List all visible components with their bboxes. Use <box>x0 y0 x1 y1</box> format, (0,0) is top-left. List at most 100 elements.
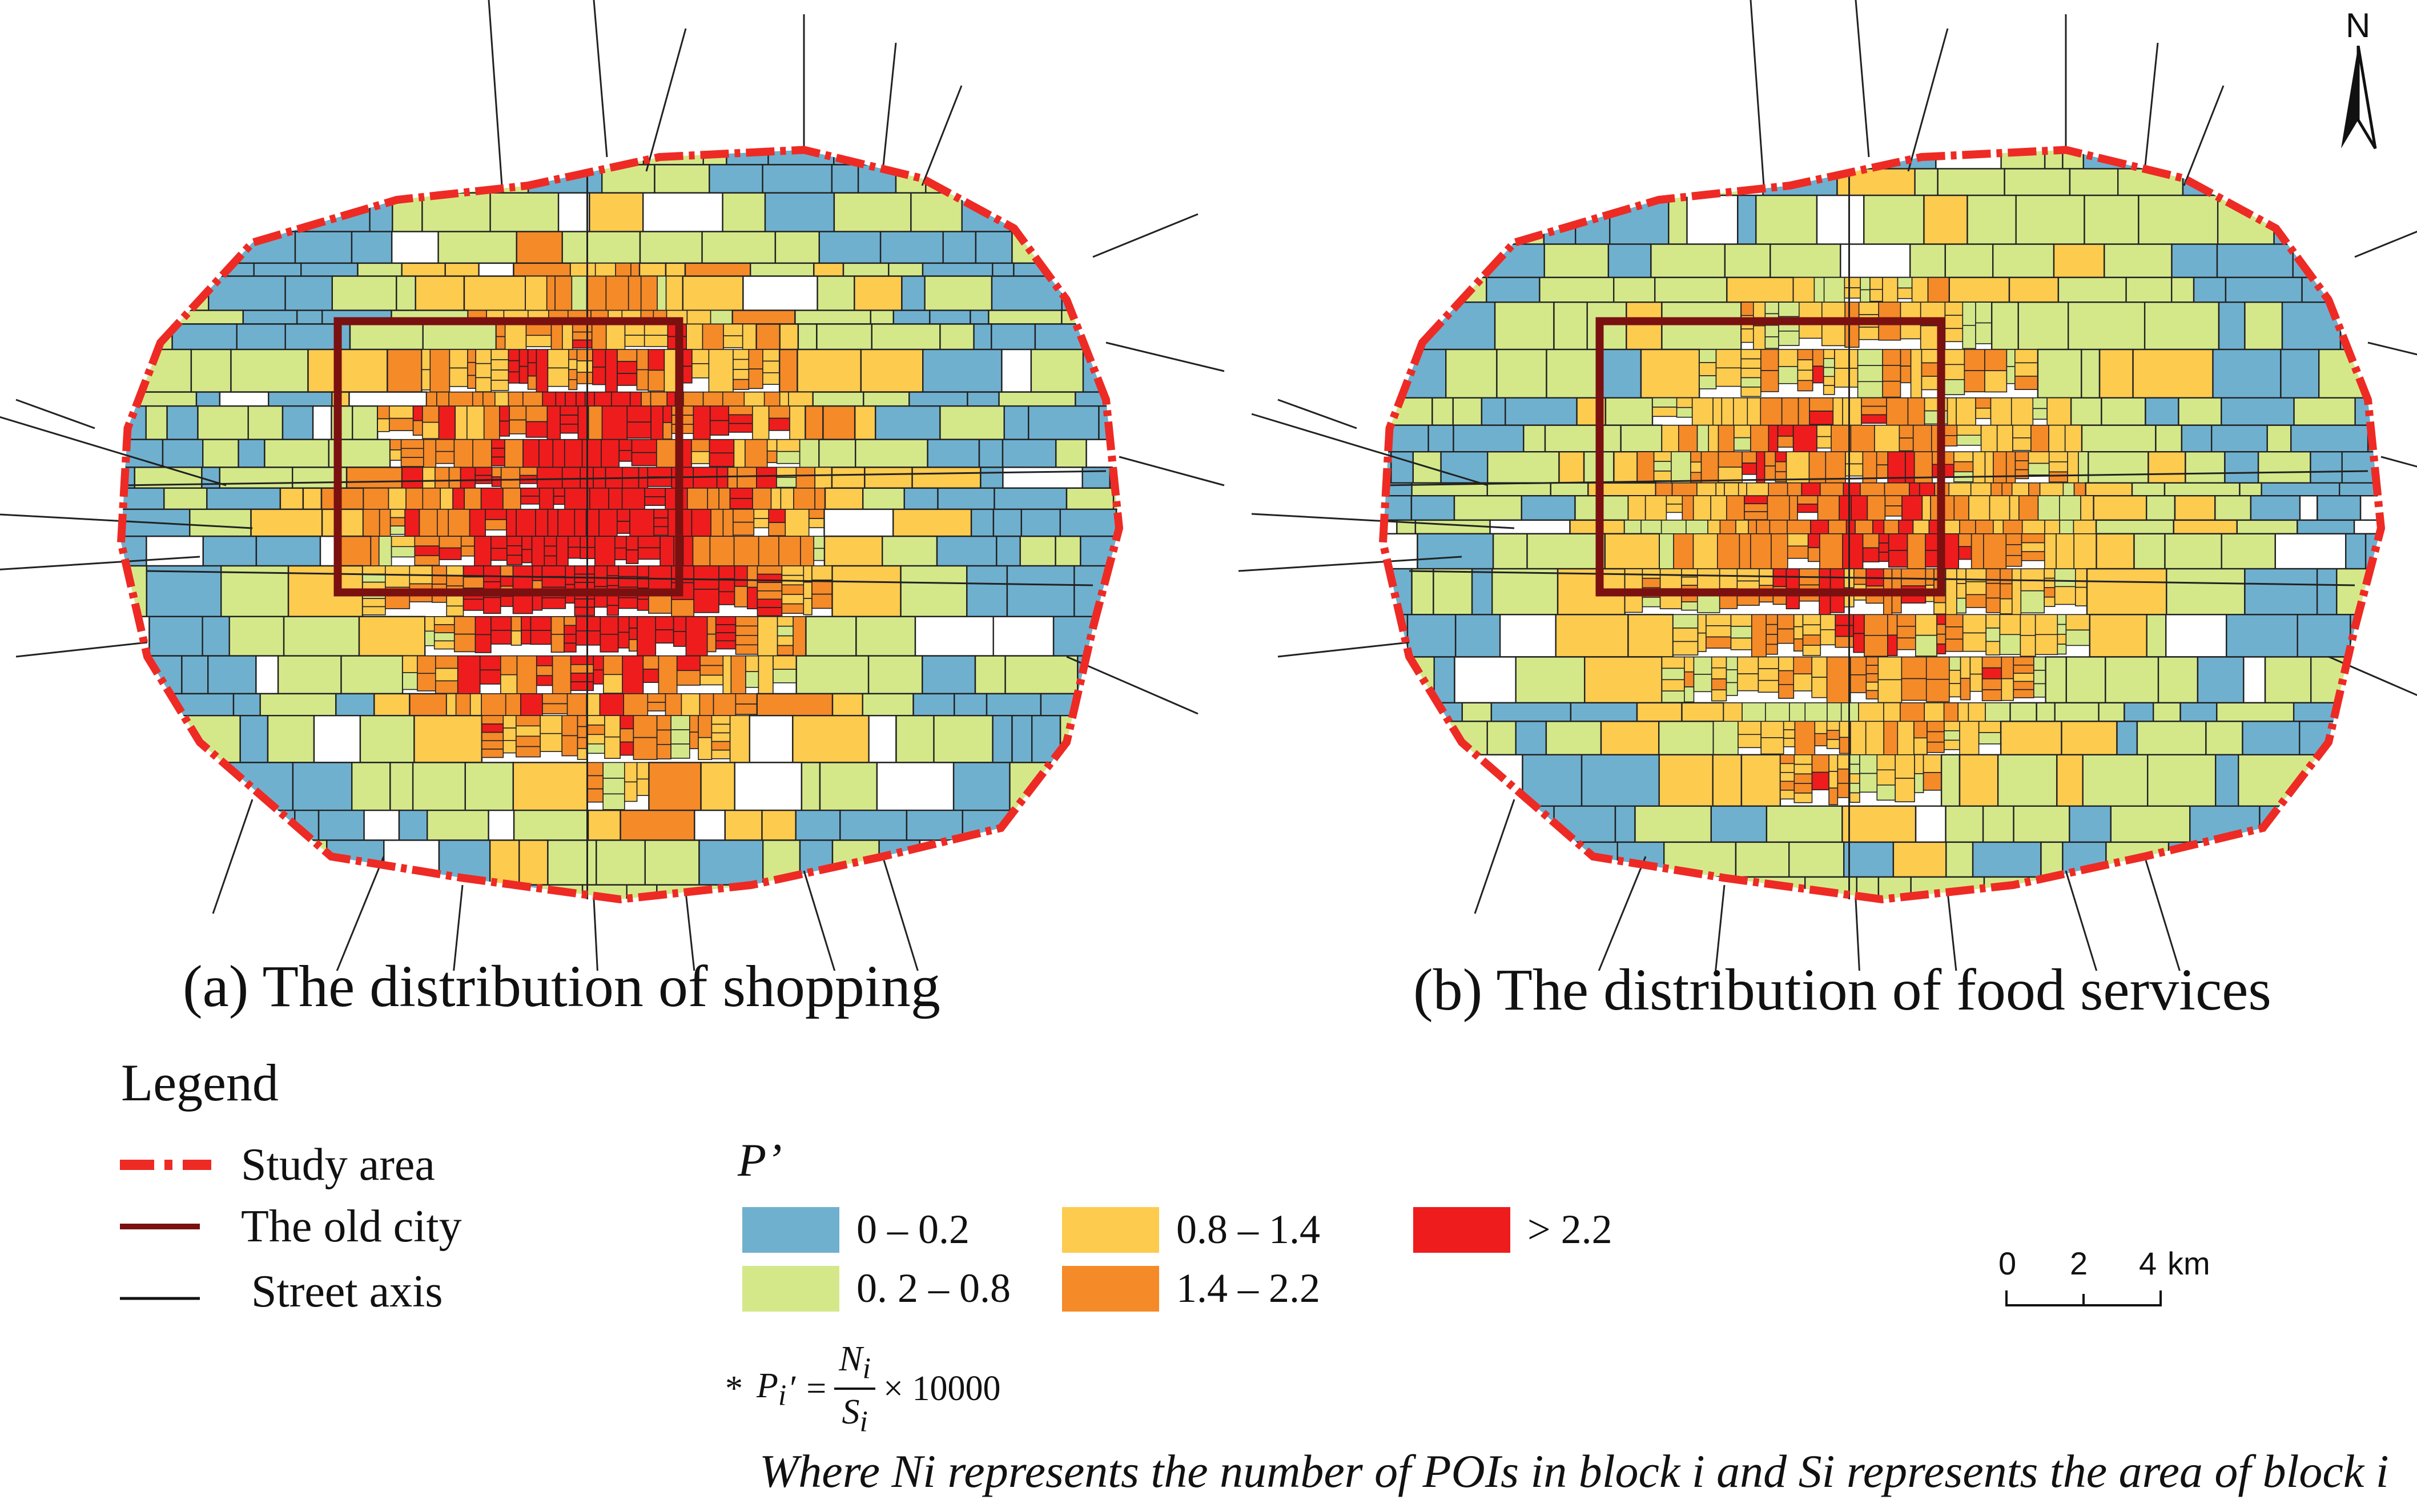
block-cell <box>593 655 604 671</box>
block-cell <box>1394 113 1433 128</box>
block-cell <box>617 509 630 522</box>
block-cell <box>1876 754 1896 771</box>
block-cell <box>1319 452 1369 483</box>
block-cell <box>2145 397 2179 426</box>
block-cell <box>2211 80 2284 113</box>
block-cell <box>2212 348 2282 399</box>
block-cell <box>135 231 155 264</box>
block-cell <box>1446 80 1477 113</box>
block-cell <box>536 665 553 677</box>
block-cell <box>589 192 644 232</box>
block-cell <box>427 809 489 841</box>
block-cell <box>2014 451 2029 461</box>
block-cell <box>1586 301 1627 351</box>
block-cell <box>190 348 232 393</box>
block-cell <box>151 262 210 277</box>
block-cell <box>586 743 605 754</box>
block-cell <box>427 150 501 166</box>
block-cell <box>184 164 228 194</box>
block-cell <box>799 839 834 886</box>
block-cell <box>2397 908 2417 920</box>
block-cell <box>862 693 914 717</box>
block-cell <box>1907 533 1927 569</box>
block-cell <box>1015 80 1091 92</box>
block-cell <box>1945 568 1957 616</box>
block-cell <box>1820 482 1844 497</box>
block-cell <box>1953 451 1974 463</box>
block-cell <box>795 809 841 841</box>
block-cell <box>1793 773 1813 785</box>
block-cell <box>637 565 649 578</box>
block-cell <box>576 630 601 646</box>
block-cell <box>1708 424 1719 453</box>
block-cell <box>255 536 321 567</box>
block-cell <box>561 715 578 737</box>
block-cell <box>250 839 270 886</box>
block-cell <box>1319 483 1337 496</box>
block-cell <box>1129 617 1199 656</box>
block-cell <box>1772 568 1787 587</box>
block-cell <box>508 391 524 407</box>
block-cell <box>2213 908 2293 920</box>
block-cell <box>2176 876 2239 899</box>
block-cell <box>538 487 554 510</box>
block-cell <box>1756 520 1771 534</box>
block-cell <box>1700 451 1719 484</box>
block-cell <box>1699 362 1717 376</box>
block-cell <box>2309 920 2356 956</box>
block-cell <box>2217 194 2275 245</box>
block-cell <box>637 616 657 657</box>
block-cell <box>2384 483 2417 496</box>
block-cell <box>1506 920 1554 956</box>
block-cell <box>2138 194 2219 245</box>
block-cell <box>911 92 930 135</box>
block-cell <box>1975 301 1992 324</box>
legend-study-area-label: Study area <box>241 1140 435 1190</box>
block-cell <box>414 555 440 566</box>
block-cell <box>1715 349 1742 369</box>
block-cell <box>1915 805 1947 843</box>
block-cell <box>1452 397 1483 426</box>
street-axis-line-icon <box>120 1297 200 1300</box>
block-cell <box>876 762 955 811</box>
block-cell <box>1787 533 1809 547</box>
block-cell <box>817 275 855 311</box>
block-cell <box>521 616 532 631</box>
class-item: 0.8 – 1.4 <box>1062 1206 1320 1253</box>
block-cell <box>577 715 588 727</box>
legend-street-axis: Street axis <box>120 1269 443 1314</box>
block-cell <box>264 439 329 468</box>
block-cell <box>463 598 484 611</box>
block-cell <box>733 369 750 380</box>
block-cell <box>600 634 619 653</box>
block-cell <box>2004 168 2071 196</box>
block-cell <box>283 616 360 657</box>
class-label: > 2.2 <box>1527 1207 1612 1252</box>
block-cell <box>474 634 492 653</box>
block-cell <box>2017 301 2069 351</box>
block-cell <box>797 348 862 393</box>
block-cell <box>823 536 883 567</box>
block-cell <box>521 92 544 135</box>
block-cell <box>2063 113 2133 128</box>
block-cell <box>483 405 500 440</box>
block-cell <box>2214 754 2239 807</box>
block-cell <box>1888 533 1908 551</box>
block-cell <box>686 323 703 350</box>
block-cell <box>222 884 287 899</box>
block-cell <box>1984 451 1994 484</box>
block-cell <box>1659 533 1674 569</box>
block-cell <box>1900 349 1912 367</box>
block-cell <box>2048 471 2068 482</box>
block-cell <box>1746 482 1769 497</box>
block-cell <box>1859 773 1878 793</box>
block-cell <box>389 509 406 518</box>
block-cell <box>1978 721 2001 733</box>
block-cell <box>724 809 763 841</box>
block-cell <box>805 405 824 440</box>
block-cell <box>2371 754 2381 807</box>
block-cell <box>604 715 621 738</box>
block-cell <box>1742 463 1758 475</box>
block-cell <box>709 536 735 566</box>
block-cell <box>1085 762 1119 811</box>
